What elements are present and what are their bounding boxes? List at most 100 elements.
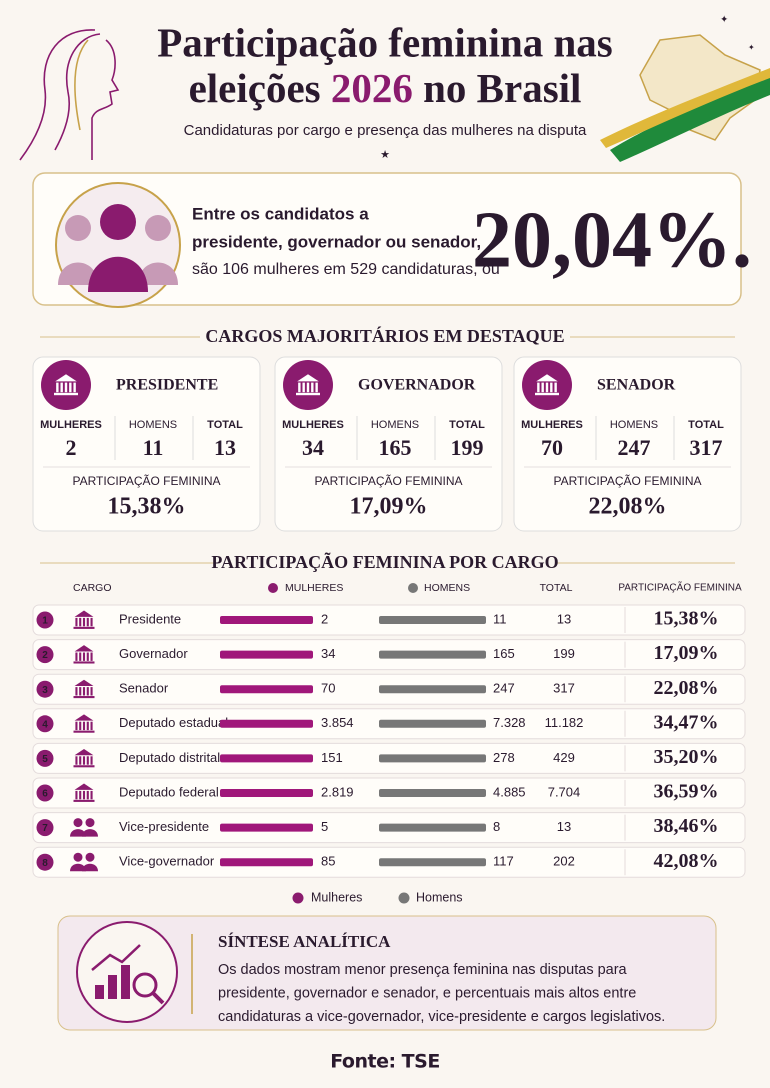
row-women: 85 [321, 854, 335, 869]
icon-column [90, 617, 93, 627]
section-title: CARGOS MAJORITÁRIOS EM DESTAQUE [205, 325, 564, 346]
icon-column [79, 687, 82, 696]
synthesis-line: candidaturas a vice-governador, vice-pre… [218, 1009, 665, 1025]
men-bar [379, 685, 486, 694]
icon-column [75, 617, 78, 627]
card-label: MULHERES [521, 419, 583, 431]
icon-column [86, 687, 89, 696]
card-label: HOMENS [610, 419, 658, 431]
card-title: SENADOR [597, 377, 676, 394]
column-header: MULHERES [285, 582, 343, 594]
row-badge [36, 853, 54, 871]
table-row: 6 Deputado federal 2.819 4.885 7.704 36,59% [32, 777, 746, 809]
icon-base [535, 392, 559, 396]
card-label: MULHERES [282, 419, 344, 431]
icon-head [85, 818, 95, 828]
icon-column [90, 790, 93, 800]
icon-body [82, 829, 98, 837]
icon-column [82, 617, 86, 627]
card-box [274, 356, 503, 532]
row-number: 1 [42, 616, 48, 627]
table-row: 7 Vice-presidente 5 8 13 38,46% [32, 812, 746, 844]
icon-column [73, 382, 76, 393]
women-icon [55, 182, 181, 308]
icon-column [82, 652, 86, 661]
card-share: 15,38% [108, 494, 186, 520]
card-value: 317 [690, 435, 723, 460]
synthesis-line: Os dados mostram menor presença feminina… [218, 962, 628, 978]
icon-column [75, 721, 78, 731]
row-badge [36, 680, 54, 698]
icon-column [75, 687, 78, 696]
column-header: PARTICIPAÇÃO FEMININA [618, 581, 742, 594]
women-bar [220, 858, 313, 867]
icon-roof [74, 714, 94, 721]
icon-column [79, 756, 82, 765]
row-men: 8 [493, 819, 500, 834]
icon-roof [74, 610, 94, 617]
row-men: 165 [493, 646, 515, 661]
icon-column [82, 756, 86, 765]
table-row: 1 Presidente 2 11 13 15,38% [32, 604, 746, 636]
row-women: 151 [321, 750, 343, 765]
title-line: eleições 2026 no Brasil [189, 65, 582, 111]
row-badge [36, 819, 54, 837]
highlight-text: são 106 mulheres em 529 candidaturas, ou [192, 261, 500, 278]
card-share-label: PARTICIPAÇÃO FEMININA [72, 474, 220, 488]
column-header: CARGO [73, 582, 112, 594]
icon-column [554, 382, 557, 393]
row-number: 4 [42, 719, 48, 730]
row-men: 247 [493, 681, 515, 696]
row-share: 17,09% [654, 642, 719, 664]
synthesis-box [57, 915, 717, 1031]
men-bar [379, 823, 486, 832]
icon-roof [74, 783, 94, 790]
women-bar [220, 650, 313, 659]
row-men: 278 [493, 750, 515, 765]
men-bar [379, 858, 486, 867]
men-bar [379, 789, 486, 797]
row-name: Governador [119, 646, 188, 661]
legend-dot [408, 583, 418, 593]
card-value: 247 [618, 435, 651, 460]
row-women: 2.819 [321, 784, 354, 799]
highlight-box [32, 172, 742, 306]
card-value: 2 [66, 435, 77, 460]
icon-column [550, 382, 553, 393]
women-bar [220, 754, 313, 763]
row-total: 317 [553, 681, 575, 696]
row-badge [36, 715, 54, 733]
column-header: HOMENS [424, 582, 470, 594]
women-bar [220, 616, 313, 624]
woman-silhouette [19, 29, 120, 161]
cards: PRESIDENTE MULHERES 2 HOMENS 11 TOTAL 13 PARTIC… [32, 356, 742, 532]
legend-dot [268, 583, 278, 593]
row-share: 38,46% [654, 815, 719, 837]
card: PRESIDENTE MULHERES 2 HOMENS 11 TOTAL 13 PARTIC… [32, 356, 261, 532]
row-number: 6 [42, 789, 48, 800]
row-share: 15,38% [654, 608, 719, 630]
highlight-text: presidente, governador ou senador, [192, 232, 481, 251]
card-title: GOVERNADOR [358, 377, 476, 394]
icon-base [73, 730, 95, 733]
icon-roof [74, 679, 94, 687]
icon-column [541, 382, 544, 393]
column-header: TOTAL [540, 582, 573, 594]
row-name: Presidente [119, 611, 181, 626]
row-total: 202 [553, 854, 575, 869]
analysis-icon [76, 921, 178, 1023]
icon-base [73, 765, 95, 768]
icon-column [545, 382, 549, 393]
card-label: TOTAL [207, 419, 243, 431]
icon-roof [55, 374, 77, 382]
icon-column [79, 790, 82, 800]
women-bar [220, 685, 313, 694]
women-bar [220, 823, 313, 832]
icon-column [302, 382, 305, 393]
highlight-text: Entre os candidatos a [192, 204, 369, 223]
icon-column [82, 687, 86, 696]
row-share: 42,08% [654, 850, 719, 872]
table-row: 2 Governador 34 165 199 17,09% [32, 639, 746, 671]
row-name: Senador [119, 681, 169, 696]
